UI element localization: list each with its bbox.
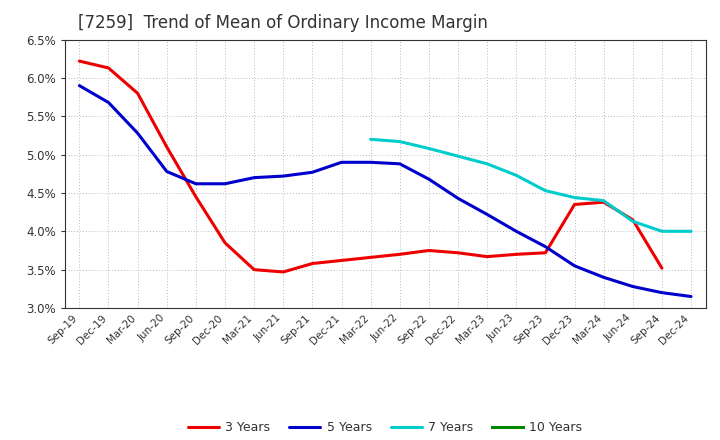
5 Years — [657, 290, 666, 295]
3 Years — [308, 261, 317, 266]
Text: [7259]  Trend of Mean of Ordinary Income Margin: [7259] Trend of Mean of Ordinary Income … — [78, 15, 487, 33]
3 Years — [425, 248, 433, 253]
5 Years — [599, 275, 608, 280]
7 Years — [570, 195, 579, 200]
Line: 7 Years: 7 Years — [371, 139, 691, 231]
3 Years — [657, 265, 666, 271]
3 Years — [395, 252, 404, 257]
7 Years — [599, 198, 608, 203]
3 Years — [279, 269, 287, 275]
3 Years — [599, 199, 608, 205]
3 Years — [192, 194, 200, 199]
Legend: 3 Years, 5 Years, 7 Years, 10 Years: 3 Years, 5 Years, 7 Years, 10 Years — [183, 416, 588, 439]
5 Years — [192, 181, 200, 187]
5 Years — [395, 161, 404, 166]
5 Years — [104, 100, 113, 105]
5 Years — [337, 160, 346, 165]
5 Years — [454, 196, 462, 201]
5 Years — [75, 83, 84, 88]
5 Years — [279, 173, 287, 179]
7 Years — [366, 137, 375, 142]
7 Years — [512, 172, 521, 178]
3 Years — [483, 254, 492, 259]
5 Years — [570, 263, 579, 268]
Line: 5 Years: 5 Years — [79, 86, 691, 297]
3 Years — [454, 250, 462, 256]
3 Years — [366, 255, 375, 260]
3 Years — [512, 252, 521, 257]
7 Years — [395, 139, 404, 144]
5 Years — [687, 294, 696, 299]
7 Years — [629, 219, 637, 224]
3 Years — [220, 240, 229, 246]
5 Years — [220, 181, 229, 187]
3 Years — [104, 65, 113, 70]
5 Years — [308, 170, 317, 175]
3 Years — [541, 250, 550, 256]
5 Years — [483, 212, 492, 217]
3 Years — [163, 144, 171, 150]
3 Years — [250, 267, 258, 272]
5 Years — [512, 229, 521, 234]
3 Years — [133, 91, 142, 96]
5 Years — [425, 176, 433, 182]
5 Years — [541, 244, 550, 249]
5 Years — [133, 131, 142, 136]
7 Years — [454, 154, 462, 159]
5 Years — [629, 284, 637, 289]
5 Years — [366, 160, 375, 165]
3 Years — [337, 258, 346, 263]
3 Years — [75, 59, 84, 64]
7 Years — [657, 229, 666, 234]
7 Years — [687, 229, 696, 234]
Line: 3 Years: 3 Years — [79, 61, 662, 272]
3 Years — [629, 217, 637, 223]
5 Years — [163, 169, 171, 174]
3 Years — [570, 202, 579, 207]
7 Years — [483, 161, 492, 166]
7 Years — [541, 188, 550, 193]
7 Years — [425, 146, 433, 151]
5 Years — [250, 175, 258, 180]
